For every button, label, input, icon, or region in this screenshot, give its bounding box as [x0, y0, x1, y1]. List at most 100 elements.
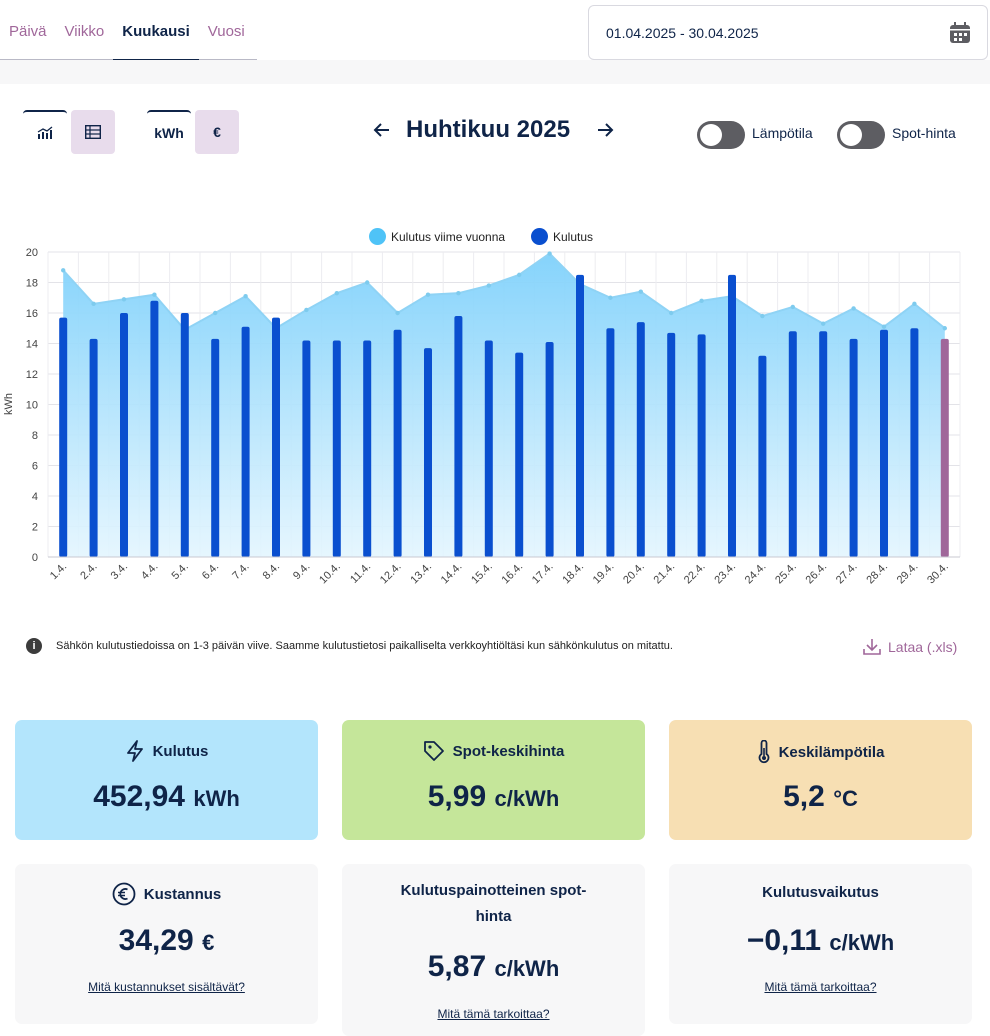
consumption-bar[interactable]: [89, 338, 98, 557]
consumption-bar[interactable]: [606, 328, 615, 557]
x-tick-label: 7.4.: [230, 561, 251, 582]
last-year-point[interactable]: [121, 297, 127, 302]
last-year-point[interactable]: [152, 292, 157, 297]
y-tick-label: 12: [26, 369, 38, 381]
kwh-toggle[interactable]: kWh: [147, 110, 191, 154]
last-year-point[interactable]: [486, 283, 491, 288]
last-year-point[interactable]: [638, 289, 643, 294]
weighted-spot-unit: c/kWh: [494, 956, 560, 981]
consumption-bar[interactable]: [728, 274, 736, 557]
last-year-point[interactable]: [851, 306, 856, 311]
consumption-bar[interactable]: [940, 338, 949, 557]
consumption-bar[interactable]: [59, 317, 68, 557]
last-year-point[interactable]: [790, 304, 795, 310]
arrow-right-icon[interactable]: [595, 120, 615, 140]
consumption-bar[interactable]: [332, 340, 341, 557]
consumption-bar[interactable]: [788, 331, 797, 557]
spot-average-unit: c/kWh: [494, 786, 560, 811]
last-year-point[interactable]: [912, 301, 917, 307]
spot-average-title-text: Spot-keskihinta: [452, 742, 565, 760]
consumption-effect-title-text: Kulutusvaikutus: [762, 884, 879, 901]
x-tick-label: 4.4.: [139, 561, 160, 582]
consumption-bar[interactable]: [272, 317, 280, 557]
legend-item-consumption[interactable]: Kulutus: [531, 228, 593, 245]
date-range-picker[interactable]: 01.04.2025 - 30.04.2025: [588, 5, 988, 60]
last-year-point[interactable]: [91, 301, 96, 307]
x-tick-label: 8.4.: [261, 561, 282, 582]
weighted-spot-card: Kulutuspainotteinen spot- hinta 5,87 c/k…: [342, 864, 645, 1036]
download-label: Lataa (.xls): [888, 639, 958, 655]
last-year-point[interactable]: [304, 307, 309, 313]
consumption-bar[interactable]: [819, 331, 828, 557]
last-year-point[interactable]: [608, 295, 613, 300]
arrow-left-icon[interactable]: [372, 120, 392, 140]
last-year-point[interactable]: [760, 313, 765, 319]
x-tick-label: 30.4.: [925, 561, 951, 587]
consumption-bar[interactable]: [393, 329, 402, 557]
legend-item-last-year[interactable]: Kulutus viime vuonna: [369, 228, 505, 245]
temperature-switch[interactable]: [697, 121, 745, 149]
x-tick-label: 18.4.: [560, 561, 586, 587]
spot-price-switch[interactable]: [837, 121, 885, 149]
consumption-bar[interactable]: [363, 340, 372, 557]
last-year-point[interactable]: [942, 326, 947, 331]
last-year-point[interactable]: [61, 268, 66, 273]
consumption-bar[interactable]: [302, 340, 311, 557]
consumption-bar[interactable]: [545, 341, 554, 557]
last-year-point[interactable]: [699, 298, 704, 303]
last-year-point[interactable]: [669, 310, 674, 316]
last-year-point[interactable]: [365, 280, 370, 285]
table-view-button[interactable]: [71, 110, 115, 154]
consumption-bar[interactable]: [667, 332, 676, 557]
consumption-bar[interactable]: [120, 313, 128, 557]
last-year-point[interactable]: [821, 321, 826, 326]
consumption-bar[interactable]: [424, 348, 432, 557]
consumption-bar[interactable]: [849, 338, 858, 557]
consumption-bar[interactable]: [910, 328, 919, 557]
consumption-bar[interactable]: [880, 329, 888, 557]
download-xls-link[interactable]: Lataa (.xls): [862, 638, 957, 656]
consumption-bar[interactable]: [758, 355, 767, 557]
consumption-bar[interactable]: [211, 338, 220, 557]
cost-number: 34,29: [118, 924, 194, 957]
weighted-spot-info-link[interactable]: Mitä tämä tarkoittaa?: [437, 1007, 550, 1021]
consumption-bar[interactable]: [576, 274, 584, 557]
consumption-effect-card-title: Kulutusvaikutus: [669, 884, 972, 901]
cost-info-link[interactable]: Mitä kustannukset sisältävät?: [88, 980, 245, 994]
x-tick-label: 11.4.: [348, 561, 373, 586]
last-year-point[interactable]: [547, 251, 552, 256]
consumption-bar[interactable]: [454, 316, 463, 557]
x-tick-label: 9.4.: [291, 561, 312, 582]
last-year-point[interactable]: [456, 290, 461, 296]
consumption-card: Kulutus 452,94 kWh: [15, 720, 318, 840]
euro-toggle[interactable]: €: [195, 110, 239, 154]
tab-month[interactable]: Kuukausi: [113, 0, 199, 61]
calendar-icon[interactable]: [949, 22, 971, 44]
last-year-point[interactable]: [213, 310, 218, 316]
spot-average-value: 5,99 c/kWh: [342, 780, 645, 814]
consumption-effect-info-link[interactable]: Mitä tämä tarkoittaa?: [764, 980, 877, 994]
last-year-point[interactable]: [517, 272, 522, 278]
last-year-point[interactable]: [881, 324, 887, 329]
consumption-bar[interactable]: [484, 340, 493, 557]
chart-view-button[interactable]: [23, 110, 67, 154]
consumption-bar[interactable]: [150, 300, 159, 557]
consumption-bar[interactable]: [636, 322, 645, 557]
tab-year[interactable]: Vuosi: [207, 23, 245, 40]
consumption-bar[interactable]: [515, 352, 524, 557]
average-temperature-number: 5,2: [783, 780, 825, 813]
last-year-line: [62, 252, 946, 332]
last-year-point[interactable]: [395, 310, 400, 316]
spot-average-card: Spot-keskihinta 5,99 c/kWh: [342, 720, 645, 840]
last-year-point[interactable]: [425, 292, 431, 297]
tab-week[interactable]: Viikko: [64, 23, 105, 40]
consumption-bar[interactable]: [180, 313, 189, 557]
average-temperature-value: 5,2 °C: [669, 780, 972, 814]
info-note: i Sähkön kulutustiedoissa on 1-3 päivän …: [26, 638, 673, 654]
consumption-bar[interactable]: [241, 326, 250, 557]
consumption-bar[interactable]: [697, 334, 706, 557]
tab-day[interactable]: Päivä: [9, 23, 47, 40]
last-year-point[interactable]: [243, 294, 248, 299]
last-year-point[interactable]: [334, 290, 339, 296]
average-temperature-title-text: Keskilämpötila: [778, 743, 885, 761]
